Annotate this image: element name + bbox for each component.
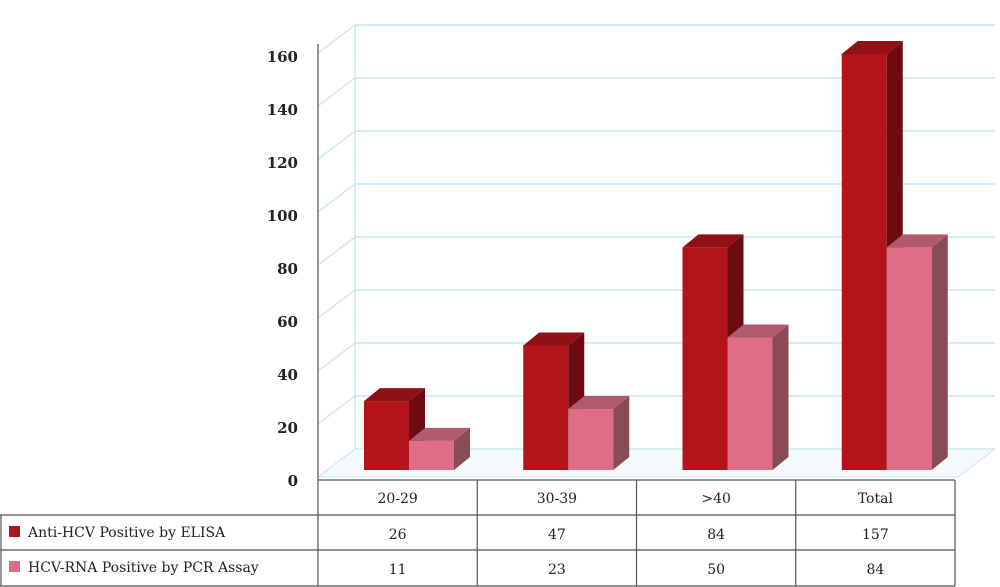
bar-top (523, 332, 585, 346)
bar-front (841, 53, 887, 470)
bar-top (682, 234, 744, 248)
y-tick-label: 0 (288, 472, 298, 490)
gridline-diagonal (317, 395, 356, 425)
gridline-diagonal (317, 289, 356, 319)
bar-front (886, 247, 932, 470)
bar-front (364, 401, 409, 470)
bar-side (454, 427, 470, 470)
gridline-diagonal (317, 130, 356, 160)
bar-top (568, 396, 630, 410)
y-axis: 0 20 40 60 80 100 120 140 160 (267, 44, 319, 490)
legend-swatch (9, 561, 20, 572)
bar-top (886, 234, 948, 248)
data-label: 50 (707, 562, 725, 578)
category-label: 20-29 (377, 491, 417, 507)
legend-label: HCV-RNA Positive by PCR Assay (28, 560, 259, 576)
bars (364, 40, 948, 470)
y-tick-label: 160 (267, 48, 298, 66)
gridline-diagonal (317, 183, 356, 213)
y-tick-label: 80 (277, 260, 298, 278)
bar (364, 388, 425, 470)
data-table: 20-29 30-39 >40 Total Anti-HCV Positive by E… (0, 479, 956, 587)
bar-front (727, 337, 773, 470)
floor (316, 448, 997, 478)
y-tick-label: 20 (277, 419, 298, 437)
gridline-diagonal (317, 342, 356, 372)
category-label: >40 (701, 491, 731, 507)
data-label: 84 (866, 562, 884, 578)
category-label: 30-39 (537, 491, 577, 507)
y-tick-label: 100 (267, 207, 298, 225)
bar-front (409, 440, 454, 470)
data-label: 11 (389, 562, 407, 578)
bar-top (727, 324, 789, 338)
bar (886, 234, 948, 470)
y-tick-label: 120 (267, 154, 298, 172)
data-label: 84 (707, 527, 725, 543)
data-label: 157 (862, 527, 889, 543)
data-label: 47 (548, 527, 566, 543)
data-label: 26 (389, 527, 407, 543)
y-tick-label: 60 (277, 313, 298, 331)
bar-front (682, 247, 728, 470)
y-tick-label: 140 (267, 101, 298, 119)
bar (727, 324, 789, 470)
bar (568, 396, 630, 470)
data-label: 23 (548, 562, 566, 578)
bar-front (523, 345, 569, 470)
bar-top (841, 40, 903, 54)
bar-front (568, 409, 614, 470)
bar-side (613, 396, 630, 470)
legend-swatch (9, 526, 20, 537)
bar-top (409, 427, 470, 441)
y-tick-label: 40 (277, 366, 298, 384)
bar-top (364, 388, 425, 402)
bar-side (772, 324, 789, 470)
gridline-diagonal (317, 24, 356, 54)
bar-side (931, 234, 948, 470)
gridline-diagonal (317, 236, 356, 266)
gridline-diagonal (317, 77, 356, 107)
bar (409, 427, 470, 470)
legend-label: Anti-HCV Positive by ELISA (27, 525, 226, 541)
category-label: Total (858, 491, 894, 507)
